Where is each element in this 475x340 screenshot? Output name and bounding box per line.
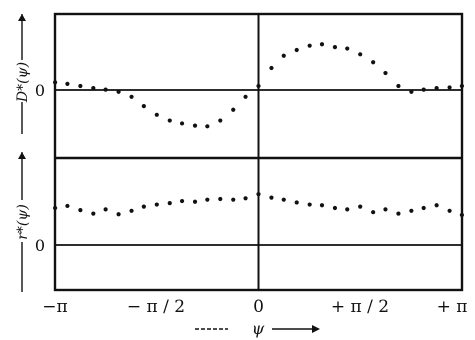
bottom-zero-label: 0 (35, 236, 45, 255)
bottom-point (78, 208, 83, 213)
bottom-point (421, 205, 426, 211)
bottom-point (294, 200, 299, 205)
top-point (307, 43, 312, 48)
top-zero-label: 0 (35, 81, 45, 100)
x-axis-label-text: ψ (252, 319, 265, 338)
bottom-point (154, 202, 159, 207)
x-axis-label: ψ (195, 319, 320, 338)
bottom-point (103, 207, 108, 212)
top-point (179, 121, 185, 126)
top-point (434, 86, 439, 91)
top-point (345, 46, 350, 51)
bottom-point (218, 196, 223, 202)
x-tick-label-zero: 0 (253, 297, 264, 317)
top-point (409, 89, 414, 94)
top-point (269, 65, 274, 71)
bottom-point (319, 203, 325, 208)
top-point (396, 83, 401, 89)
bottom-point (269, 195, 274, 200)
top-point (421, 87, 426, 92)
bottom-point (332, 205, 338, 211)
top-y-axis-label: D*(ψ) (15, 14, 31, 134)
top-point (78, 83, 83, 89)
top-point (231, 107, 236, 112)
top-point (319, 42, 325, 47)
bottom-ylabel: r*(ψ) (15, 204, 31, 240)
bottom-point (192, 199, 198, 204)
top-point (243, 94, 248, 99)
top-point (103, 87, 108, 92)
bottom-point (409, 208, 414, 213)
top-point (358, 52, 363, 57)
x-tick-label-neg-pi: −π (42, 297, 67, 317)
bottom-point (167, 201, 172, 206)
bottom-point (65, 203, 70, 209)
top-point (371, 60, 376, 65)
bottom-panel-points (53, 192, 464, 218)
top-point (447, 85, 452, 90)
top-point (383, 70, 388, 76)
bottom-point (358, 204, 363, 209)
top-point (205, 124, 210, 129)
bottom-point (383, 207, 388, 212)
bottom-point (371, 210, 376, 215)
top-point (53, 80, 58, 85)
top-panel-points (53, 42, 464, 129)
bottom-point (116, 212, 121, 217)
top-point (218, 118, 223, 123)
top-point (167, 118, 172, 123)
top-point (154, 112, 159, 117)
x-tick-label-neg-half-pi: − π / 2 (127, 297, 185, 317)
bottom-point (281, 197, 286, 202)
top-point (65, 81, 70, 86)
top-point (256, 83, 261, 89)
x-tick-label-half-pi: + π / 2 (331, 297, 389, 317)
top-ylabel: D*(ψ) (15, 62, 31, 103)
top-point (332, 45, 338, 50)
bottom-point (307, 202, 312, 207)
bottom-point (459, 212, 464, 218)
bottom-point (141, 204, 146, 209)
bottom-y-axis-label: r*(ψ) (15, 152, 31, 292)
bottom-point (179, 198, 185, 204)
top-point (129, 94, 134, 99)
bottom-point (205, 197, 210, 202)
top-point (459, 83, 464, 89)
bottom-point (243, 196, 248, 201)
x-tick-label-pi: + π (437, 297, 468, 317)
top-point (141, 104, 146, 109)
top-point (281, 53, 286, 58)
top-point (116, 89, 121, 94)
bottom-point (447, 208, 452, 213)
bottom-point (396, 211, 401, 216)
bottom-point (231, 197, 236, 202)
bottom-point (91, 211, 96, 216)
bottom-point (53, 205, 58, 211)
bottom-point (129, 208, 134, 213)
bottom-point (256, 192, 261, 197)
bottom-point (345, 207, 350, 212)
bottom-point (434, 203, 439, 208)
top-point (91, 86, 96, 91)
top-point (294, 47, 299, 53)
top-point (192, 123, 198, 128)
